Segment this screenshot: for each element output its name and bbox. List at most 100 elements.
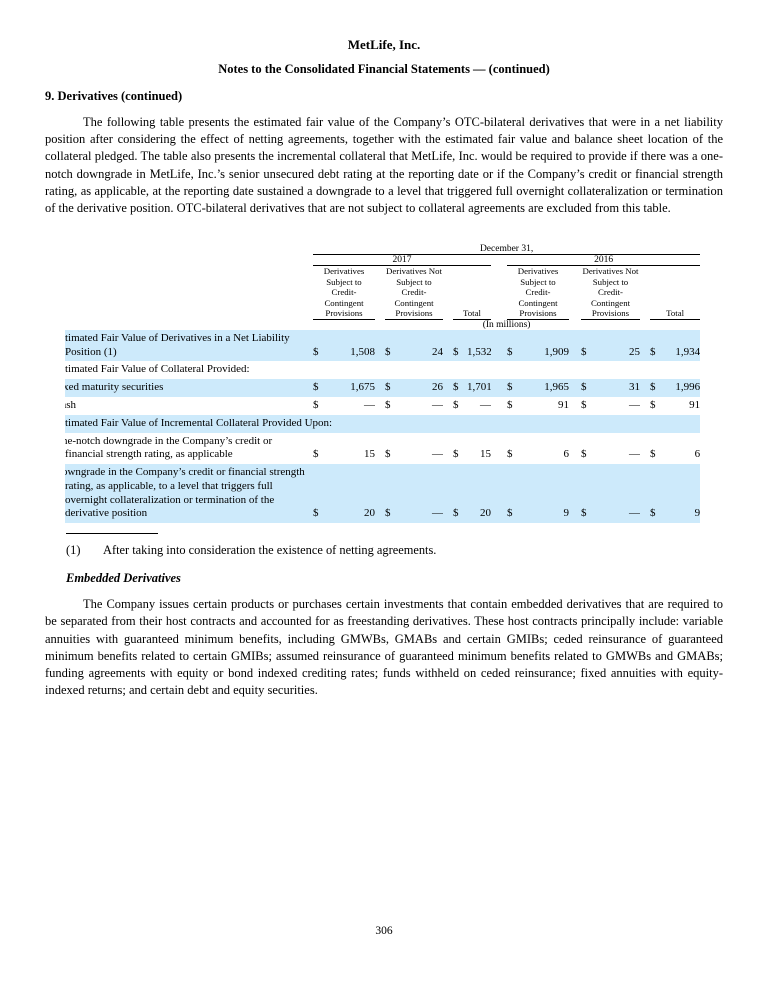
currency-cell: $ <box>650 398 656 411</box>
value-cell: 15 <box>480 448 491 461</box>
currency-cell: $ <box>581 379 595 397</box>
column-header: Total <box>453 265 491 320</box>
value-cell: 1,934 <box>664 329 701 362</box>
currency-cell: $ <box>313 379 327 397</box>
value-cell: 91 <box>558 398 569 411</box>
spacer-cell <box>569 433 581 465</box>
spacer-cell <box>491 379 507 397</box>
value-cell: 1,965 <box>521 379 569 397</box>
year-header-row: 2017 2016 <box>65 254 701 267</box>
spacer-cell <box>569 464 581 524</box>
spacer-cell <box>443 464 453 524</box>
spacer-cell <box>375 397 385 415</box>
currency-cell: $ <box>385 329 399 362</box>
value-cell: 1,675 <box>327 379 375 397</box>
year-header-2017: 2017 <box>313 254 491 267</box>
date-header: December 31, <box>313 244 701 256</box>
currency-cell: $ <box>507 464 521 524</box>
spacer-cell <box>375 433 385 465</box>
column-header: Derivatives Subject to Credit-Contingent… <box>313 265 375 320</box>
footnote-divider <box>66 533 158 535</box>
value-cell: 1,508 <box>327 329 375 362</box>
table-row: Downgrade in the Company’s credit or fin… <box>65 464 701 524</box>
derivatives-fair-value-table: December 31, 2017 2016 Derivatives Subje… <box>65 244 701 524</box>
spacer-cell <box>443 266 453 320</box>
spacer-cell <box>640 464 650 524</box>
value-cell: — <box>629 398 640 411</box>
spacer-cell <box>375 329 385 362</box>
column-header-row: Derivatives Subject to Credit-Contingent… <box>65 265 701 320</box>
currency-cell: $ <box>453 398 459 411</box>
spacer-cell <box>491 255 507 266</box>
value-cell: 26 <box>399 379 443 397</box>
value-cell: 1,532 <box>467 329 491 362</box>
section-heading: 9. Derivatives (continued) <box>45 89 183 103</box>
spacer-cell <box>491 266 507 320</box>
value-cell: — <box>399 464 443 524</box>
spacer-cell <box>569 266 581 320</box>
footnote-marker: (1) <box>66 543 81 558</box>
spacer-cell <box>491 464 507 524</box>
row-label: Estimated Fair Value of Incremental Coll… <box>65 414 701 433</box>
value-cell: 9 <box>664 464 701 524</box>
currency-cell: $ <box>507 329 521 362</box>
value-cell: — <box>432 448 443 461</box>
column-header: Total <box>650 265 701 320</box>
currency-cell: $ <box>313 464 327 524</box>
value-cell: — <box>364 398 375 411</box>
spacer-cell <box>569 397 581 415</box>
currency-cell: $ <box>581 464 595 524</box>
value-cell: 25 <box>595 329 640 362</box>
spacer-cell <box>640 266 650 320</box>
currency-cell: $ <box>385 464 399 524</box>
currency-cell: $ <box>313 329 327 362</box>
currency-cell: $ <box>385 379 399 397</box>
spacer-cell <box>640 433 650 465</box>
spacer-cell <box>65 319 313 330</box>
row-label: Estimated Fair Value of Derivatives in a… <box>65 329 313 362</box>
page-content: MetLife, Inc. Notes to the Consolidated … <box>0 37 768 700</box>
row-label: Estimated Fair Value of Collateral Provi… <box>65 363 250 376</box>
spacer-cell <box>443 379 453 397</box>
spacer-cell <box>443 433 453 465</box>
spacer-cell <box>640 397 650 415</box>
spacer-cell <box>491 433 507 465</box>
value-cell: 1,996 <box>664 379 701 397</box>
currency-cell: $ <box>507 448 513 461</box>
value-cell: 1,909 <box>521 329 569 362</box>
row-label: Downgrade in the Company’s credit or fin… <box>65 464 313 524</box>
table-row: Estimated Fair Value of Derivatives in a… <box>65 329 701 362</box>
row-label: One-notch downgrade in the Company’s cre… <box>65 434 273 461</box>
footnote: (1) After taking into consideration the … <box>66 542 723 558</box>
currency-cell: $ <box>385 398 391 411</box>
spacer-cell <box>640 379 650 397</box>
value-cell: 6 <box>694 448 701 461</box>
currency-cell: $ <box>453 329 467 362</box>
spacer-cell <box>375 379 385 397</box>
currency-cell: $ <box>581 448 587 461</box>
spacer-cell <box>491 397 507 415</box>
column-header: Derivatives Not Subject to Credit-Contin… <box>581 265 640 320</box>
table-row: Fixed maturity securities $ 1,675 $ 26 $… <box>65 379 701 397</box>
embedded-derivatives-heading: Embedded Derivatives <box>66 571 181 586</box>
value-cell: — <box>629 448 640 461</box>
table-section-row: Estimated Fair Value of Incremental Coll… <box>65 414 701 433</box>
value-cell: 1,701 <box>467 379 491 397</box>
year-header-2016: 2016 <box>507 254 701 267</box>
value-cell: 20 <box>327 464 375 524</box>
currency-cell: $ <box>581 398 587 411</box>
currency-cell: $ <box>650 379 664 397</box>
value-cell: 24 <box>399 329 443 362</box>
page-number: 306 <box>375 925 393 937</box>
spacer-cell <box>443 397 453 415</box>
column-header: Derivatives Not Subject to Credit-Contin… <box>385 265 443 320</box>
currency-cell: $ <box>453 448 459 461</box>
spacer-cell <box>443 329 453 362</box>
units-row: (In millions) <box>65 319 700 330</box>
value-cell: 6 <box>563 448 570 461</box>
date-header-row: December 31, <box>65 244 701 256</box>
value-cell: 9 <box>521 464 569 524</box>
currency-cell: $ <box>453 464 467 524</box>
spacer-cell <box>569 379 581 397</box>
